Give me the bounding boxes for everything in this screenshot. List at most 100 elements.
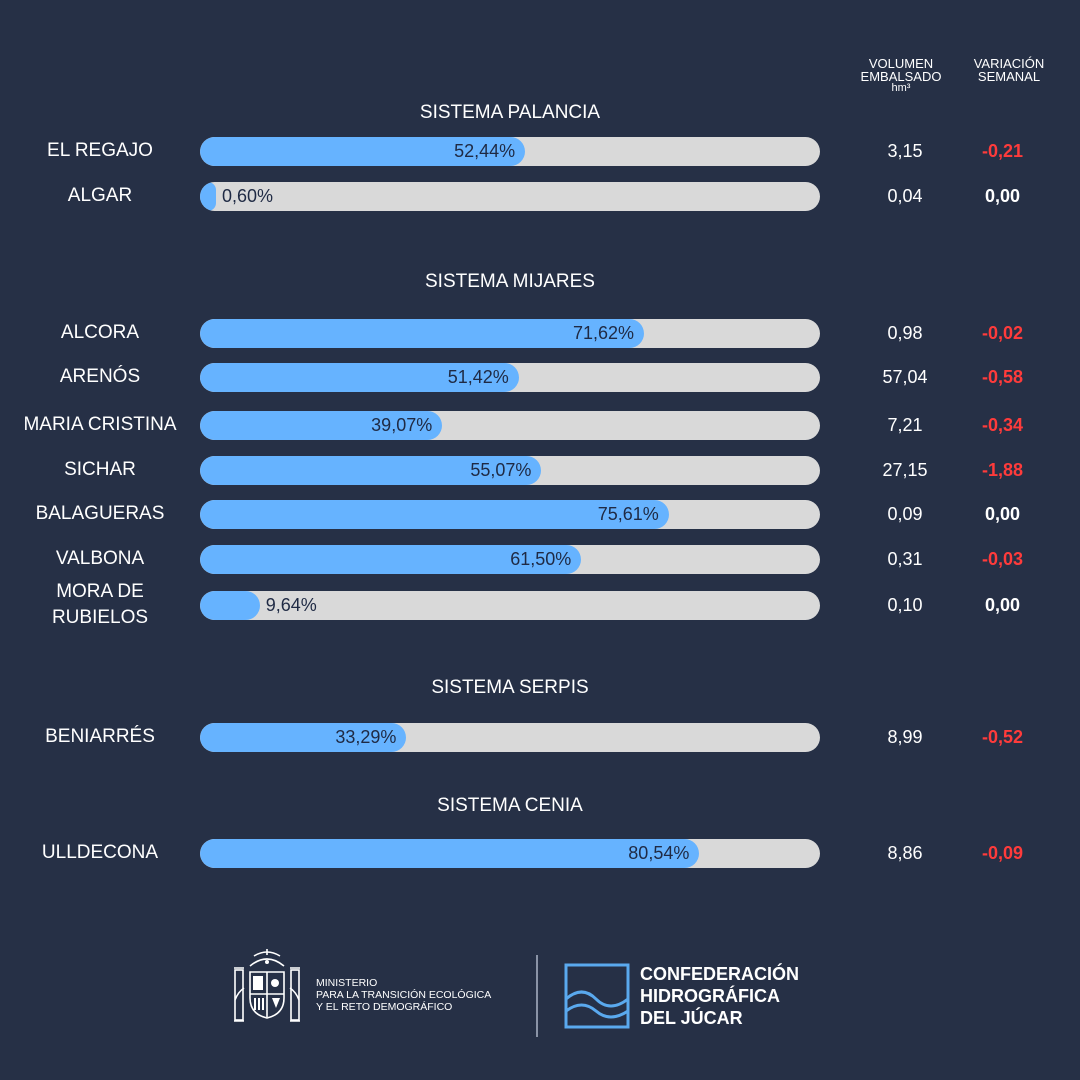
ministry-logo: MINISTERIO PARA LA TRANSICIÓN ECOLÓGICA … — [232, 948, 532, 1024]
bar-fill — [200, 839, 700, 868]
column-header-variation: VARIACIÓN SEMANAL — [956, 57, 1062, 83]
bar-fill — [200, 137, 526, 166]
reservoir-row: BENIARRÉS 33,29% 8,99 -0,52 — [0, 707, 1080, 767]
variation-value: -1,88 — [981, 459, 1024, 480]
bar-track: 52,44% — [200, 137, 820, 166]
bar-value-label: 75,61% — [597, 504, 659, 524]
bar-value-label: 61,50% — [510, 549, 572, 569]
bar-track: 55,07% — [200, 456, 820, 485]
bar-fill — [200, 363, 519, 392]
reservoir-name: ALGAR — [67, 185, 133, 206]
chj-name: CONFEDERACIÓN HIDROGRÁFICA DEL JÚCAR — [640, 963, 799, 1029]
bar-track: 51,42% — [200, 363, 820, 392]
bar-value-label: 33,29% — [335, 727, 397, 747]
variation-value: 0,00 — [984, 185, 1021, 206]
volume-header-line2: EMBALSADO — [860, 69, 942, 84]
bar-track: 71,62% — [200, 319, 820, 348]
chj-line3: DEL JÚCAR — [640, 1008, 743, 1028]
ministry-line1: MINISTERIO — [316, 977, 378, 989]
volume-value: 7,21 — [887, 414, 923, 435]
volume-header-line1: VOLUMEN — [868, 56, 934, 71]
volume-value: 57,04 — [882, 366, 928, 387]
volume-value: 27,15 — [882, 459, 928, 480]
bar-fill — [200, 411, 443, 440]
variation-header-line1: VARIACIÓN — [973, 56, 1045, 71]
volume-value: 0,31 — [887, 548, 923, 569]
reservoir-name: BALAGUERAS — [35, 503, 165, 524]
variation-value: -0,34 — [981, 414, 1024, 435]
bar-value-label: 71,62% — [572, 323, 635, 343]
reservoir-row: EL REGAJO 52,44% 3,15 -0,21 — [0, 121, 1080, 181]
bar-fill — [200, 545, 582, 574]
bar-fill — [200, 456, 542, 485]
volume-value: 0,04 — [887, 185, 923, 206]
bar-fill — [200, 591, 260, 620]
volume-header-unit: hm³ — [891, 82, 911, 94]
bar-track: 39,07% — [200, 411, 820, 440]
coat-of-arms-icon — [234, 949, 300, 1022]
bar-fill — [200, 182, 216, 211]
bar-track: 80,54% — [200, 839, 820, 868]
volume-value: 0,98 — [887, 322, 923, 343]
ministry-name: MINISTERIO PARA LA TRANSICIÓN ECOLÓGICA … — [316, 977, 491, 1013]
reservoir-name: ALCORA — [60, 322, 140, 343]
reservoir-row: MARIA CRISTINA 39,07% 7,21 -0,34 — [0, 395, 1080, 455]
bar-value-label: 80,54% — [628, 843, 690, 863]
variation-header-line2: SEMANAL — [977, 69, 1041, 84]
reservoir-row: ALCORA 71,62% 0,98 -0,02 — [0, 303, 1080, 363]
reservoir-row: ULLDECONA 80,54% 8,86 -0,09 — [0, 823, 1080, 883]
reservoir-row: ARENÓS 51,42% 57,04 -0,58 — [0, 347, 1080, 407]
volume-value: 8,86 — [887, 842, 923, 863]
reservoir-name: BENIARRÉS — [45, 726, 155, 747]
reservoir-row: MORA DE RUBIELOS 9,64% 0,10 0,00 — [0, 575, 1080, 635]
reservoir-row: SICHAR 55,07% 27,15 -1,88 — [0, 440, 1080, 500]
bar-track: 9,64% — [200, 591, 820, 620]
chj-logo-icon — [564, 963, 630, 1029]
bar-value-label: 9,64% — [265, 595, 317, 615]
variation-value: -0,21 — [981, 140, 1024, 161]
system-title: SISTEMA CENIA — [437, 795, 583, 816]
variation-value: -0,58 — [981, 366, 1024, 387]
volume-value: 0,09 — [887, 503, 923, 524]
footer-divider — [536, 955, 538, 1037]
bar-fill — [200, 500, 669, 529]
reservoir-row: BALAGUERAS 75,61% 0,09 0,00 — [0, 484, 1080, 544]
bar-value-label: 51,42% — [447, 367, 509, 387]
bar-fill — [200, 723, 407, 752]
column-header-volume: VOLUMEN EMBALSADO hm³ — [843, 57, 959, 94]
reservoir-name: EL REGAJO — [47, 140, 153, 161]
system-title: SISTEMA MIJARES — [425, 271, 595, 292]
volume-value: 8,99 — [887, 726, 923, 747]
reservoir-name: MORA DE RUBIELOS — [51, 581, 149, 628]
variation-value: -0,52 — [981, 726, 1024, 747]
variation-value: -0,09 — [981, 842, 1024, 863]
reservoir-name: ULLDECONA — [41, 842, 159, 863]
ministry-line2: PARA LA TRANSICIÓN ECOLÓGICA — [316, 989, 492, 1001]
volume-value: 3,15 — [887, 140, 923, 161]
ministry-line3: Y EL RETO DEMOGRÁFICO — [316, 1001, 453, 1013]
reservoir-row: VALBONA 61,50% 0,31 -0,03 — [0, 529, 1080, 589]
variation-value: 0,00 — [984, 594, 1021, 615]
system-title: SISTEMA PALANCIA — [419, 102, 601, 123]
reservoir-name: ARENÓS — [59, 366, 141, 387]
variation-value: -0,02 — [981, 322, 1024, 343]
reservoir-name: SICHAR — [64, 459, 136, 480]
bar-value-label: 55,07% — [470, 460, 532, 480]
bar-track: 75,61% — [200, 500, 820, 529]
reservoir-row: ALGAR 0,60% 0,04 0,00 — [0, 166, 1080, 226]
bar-value-label: 52,44% — [454, 141, 516, 161]
reservoir-name: VALBONA — [55, 548, 145, 569]
variation-value: 0,00 — [984, 503, 1021, 524]
bar-value-label: 0,60% — [222, 186, 274, 206]
chj-line2: HIDROGRÁFICA — [640, 986, 780, 1006]
volume-value: 0,10 — [887, 594, 923, 615]
bar-track: 0,60% — [200, 182, 820, 211]
bar-track: 61,50% — [200, 545, 820, 574]
system-title: SISTEMA SERPIS — [431, 677, 589, 698]
chj-line1: CONFEDERACIÓN — [640, 964, 800, 984]
variation-value: -0,03 — [981, 548, 1024, 569]
bar-track: 33,29% — [200, 723, 820, 752]
reservoir-name: MARIA CRISTINA — [23, 414, 177, 435]
bar-fill — [200, 319, 645, 348]
bar-value-label: 39,07% — [371, 415, 433, 435]
